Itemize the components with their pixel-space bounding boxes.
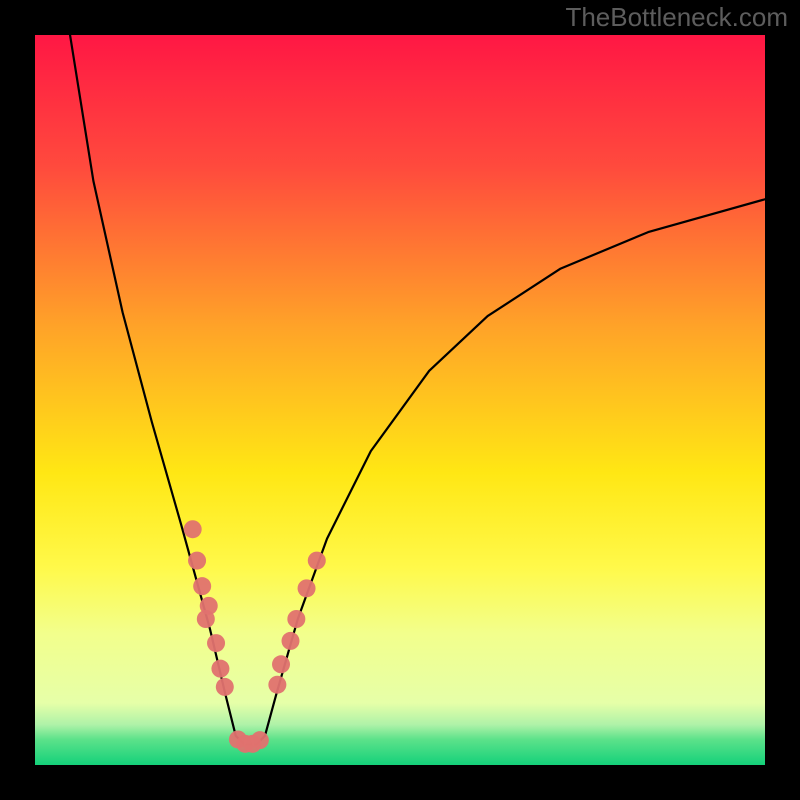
data-point	[184, 520, 202, 538]
data-point	[272, 655, 290, 673]
data-point	[308, 552, 326, 570]
data-point	[298, 579, 316, 597]
data-point	[268, 676, 286, 694]
data-point	[193, 577, 211, 595]
data-point	[188, 552, 206, 570]
data-point	[197, 610, 215, 628]
plot-svg	[35, 35, 765, 765]
data-point	[216, 678, 234, 696]
data-point	[251, 731, 269, 749]
plot-area	[35, 35, 765, 765]
watermark-text: TheBottleneck.com	[565, 2, 788, 33]
gradient-background	[35, 35, 765, 765]
data-point	[282, 632, 300, 650]
data-point	[211, 660, 229, 678]
data-point	[287, 610, 305, 628]
data-point	[207, 634, 225, 652]
